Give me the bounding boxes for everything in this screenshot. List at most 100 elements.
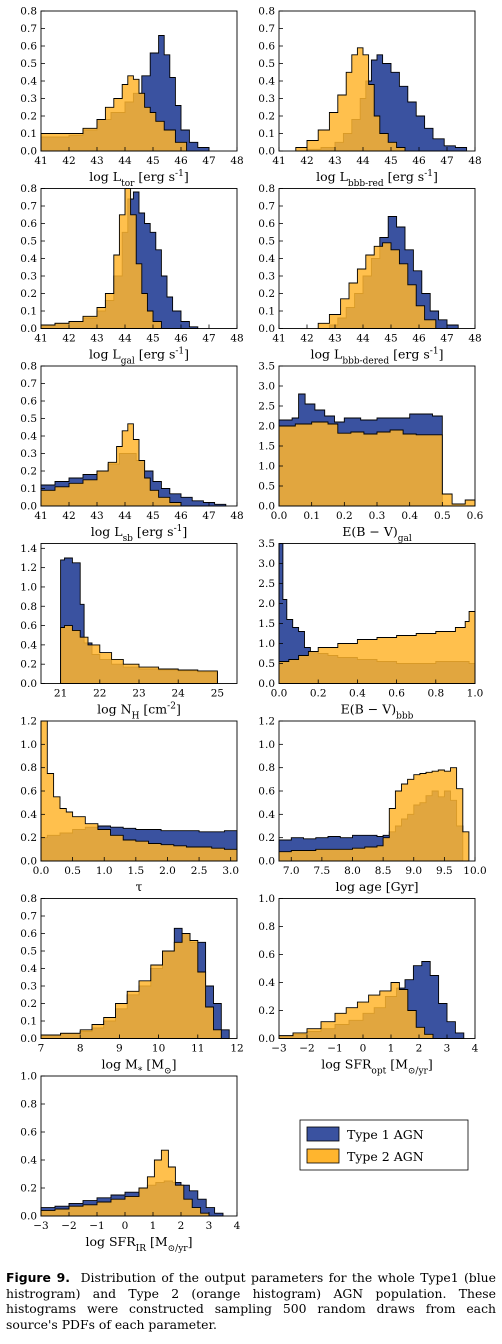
x-axis-label: log M* [M⊙] bbox=[102, 1057, 177, 1077]
x-tick-label: 42 bbox=[300, 333, 313, 345]
y-tick-label: 0.6 bbox=[20, 41, 37, 53]
x-tick-label: 45 bbox=[384, 155, 397, 167]
y-tick-label: 0.8 bbox=[20, 762, 37, 774]
y-tick-label: 0.4 bbox=[20, 253, 37, 265]
histogram-series-type2 bbox=[40, 423, 182, 507]
x-tick-label: 0.2 bbox=[336, 510, 353, 522]
y-tick-label: 1.0 bbox=[258, 893, 275, 905]
x-tick-label: 47 bbox=[202, 510, 215, 522]
y-tick-label: 0.1 bbox=[20, 1016, 37, 1028]
histogram-series-type2 bbox=[40, 75, 188, 152]
y-tick-label: 0.1 bbox=[20, 306, 37, 318]
histogram-series-type2 bbox=[278, 611, 476, 684]
y-tick-label: 0.0 bbox=[258, 146, 275, 158]
histogram-series-type2 bbox=[60, 625, 218, 684]
x-tick-label: 41 bbox=[272, 333, 285, 345]
histogram-panel-12: −3 −2 −1 0 1 2 3 4 0.0 0.2 0.4 0.6 0.8 1.0 log SFRopt … bbox=[258, 893, 478, 1077]
x-tick-label: 46 bbox=[174, 155, 188, 167]
y-tick-label: 0.5 bbox=[20, 413, 37, 425]
x-tick-label: 47 bbox=[440, 333, 453, 345]
y-tick-label: 0.3 bbox=[20, 271, 37, 283]
x-tick-label: 21 bbox=[54, 688, 67, 700]
y-tick-label: 0.0 bbox=[20, 323, 37, 335]
x-tick-label: 0 bbox=[360, 1043, 367, 1055]
x-tick-label: 45 bbox=[146, 155, 159, 167]
y-tick-label: 0.8 bbox=[258, 183, 275, 195]
figure-caption: Figure 9. Distribution of the output par… bbox=[6, 1270, 496, 1332]
y-tick-label: 0.2 bbox=[20, 659, 37, 671]
y-tick-label: 0.4 bbox=[20, 809, 37, 821]
x-axis-label: log Lbbb-red [erg s-1] bbox=[316, 169, 438, 189]
x-tick-label: 47 bbox=[440, 155, 453, 167]
x-tick-label: 0.6 bbox=[388, 688, 405, 700]
y-tick-label: 0.8 bbox=[20, 183, 37, 195]
y-tick-label: 0.2 bbox=[258, 1005, 275, 1017]
y-tick-label: 0.7 bbox=[20, 911, 37, 923]
y-tick-label: 1.2 bbox=[20, 562, 37, 574]
x-tick-label: 3 bbox=[444, 1043, 451, 1055]
x-tick-label: 42 bbox=[300, 155, 313, 167]
histogram-series-type2 bbox=[40, 720, 238, 862]
x-tick-label: 47 bbox=[202, 155, 215, 167]
y-tick-label: 0.3 bbox=[20, 448, 37, 460]
histogram-series-type2 bbox=[278, 982, 434, 1039]
histogram-panel-4: 41 42 43 44 45 46 47 48 0.0 0.1 0.2 0.3 0.4 0.5 0.6 0.7… bbox=[258, 183, 481, 367]
y-tick-label: 0.7 bbox=[20, 201, 37, 213]
x-tick-label: 0.3 bbox=[369, 510, 386, 522]
y-tick-label: 0.4 bbox=[20, 76, 37, 88]
x-tick-label: 11 bbox=[191, 1043, 204, 1055]
x-tick-label: 41 bbox=[34, 155, 47, 167]
x-axis-label: log SFRIR [M⊙/yr] bbox=[85, 1234, 192, 1254]
y-tick-label: 1.0 bbox=[258, 638, 275, 650]
y-tick-label: 0.2 bbox=[20, 288, 37, 300]
x-tick-label: 3 bbox=[206, 1220, 213, 1232]
x-tick-label: 23 bbox=[132, 688, 145, 700]
x-tick-label: 0.0 bbox=[33, 865, 50, 877]
x-tick-label: −1 bbox=[327, 1043, 342, 1055]
y-tick-label: 0.3 bbox=[258, 271, 275, 283]
y-tick-label: 0.2 bbox=[258, 832, 275, 844]
y-tick-label: 0.4 bbox=[258, 977, 275, 989]
x-tick-label: 10.0 bbox=[463, 865, 486, 877]
y-tick-label: 0.2 bbox=[20, 832, 37, 844]
x-tick-label: 9.5 bbox=[436, 865, 453, 877]
y-tick-label: 0.8 bbox=[258, 921, 275, 933]
y-tick-label: 0.0 bbox=[20, 1033, 37, 1045]
legend-swatch-type2 bbox=[306, 1148, 340, 1164]
x-tick-label: 0.4 bbox=[401, 510, 418, 522]
x-tick-label: −2 bbox=[299, 1043, 314, 1055]
x-tick-label: 41 bbox=[34, 333, 47, 345]
x-tick-label: 0.5 bbox=[434, 510, 451, 522]
caption-text: Distribution of the output parameters fo… bbox=[6, 1270, 496, 1332]
x-tick-label: 12 bbox=[230, 1043, 243, 1055]
y-tick-label: 0.0 bbox=[20, 1211, 37, 1223]
x-tick-label: 1.0 bbox=[467, 688, 484, 700]
y-tick-label: 0.4 bbox=[258, 253, 275, 265]
x-axis-label: log Lbbb-dered [erg s-1] bbox=[311, 347, 444, 367]
histogram-series-type2 bbox=[295, 47, 406, 152]
y-tick-label: 0.0 bbox=[258, 501, 275, 513]
x-tick-label: 9 bbox=[116, 1043, 123, 1055]
x-tick-label: 1 bbox=[150, 1220, 157, 1232]
x-tick-label: 2.5 bbox=[191, 865, 208, 877]
y-tick-label: 0.8 bbox=[20, 361, 37, 373]
y-tick-label: 0.0 bbox=[258, 323, 275, 335]
y-tick-label: 0.0 bbox=[20, 501, 37, 513]
x-tick-label: 44 bbox=[118, 155, 132, 167]
y-tick-label: 0.2 bbox=[20, 998, 37, 1010]
histogram-panel-1: 41 42 43 44 45 46 47 48 0.0 0.1 0.2 0.3 0.4 0.5 0.6 0.7… bbox=[20, 6, 243, 190]
x-tick-label: 42 bbox=[62, 333, 75, 345]
histogram-panel-11: 7 8 9 10 11 12 0.0 0.1 0.2 0.3 0.4 0.5 0.6 0.7 0.8 log … bbox=[20, 893, 243, 1077]
y-tick-label: 3.5 bbox=[258, 361, 275, 373]
x-tick-label: 48 bbox=[468, 333, 481, 345]
y-tick-label: 0.0 bbox=[258, 678, 275, 690]
y-tick-label: 1.5 bbox=[258, 618, 275, 630]
x-tick-label: 48 bbox=[230, 155, 243, 167]
x-tick-label: 8.5 bbox=[375, 865, 392, 877]
y-tick-label: 0.8 bbox=[258, 762, 275, 774]
y-tick-label: 0.4 bbox=[20, 431, 37, 443]
legend-label-type2: Type 2 AGN bbox=[347, 1149, 424, 1164]
y-tick-label: 0.8 bbox=[20, 6, 37, 18]
y-tick-label: 3.0 bbox=[258, 381, 275, 393]
x-tick-label: 43 bbox=[328, 333, 341, 345]
